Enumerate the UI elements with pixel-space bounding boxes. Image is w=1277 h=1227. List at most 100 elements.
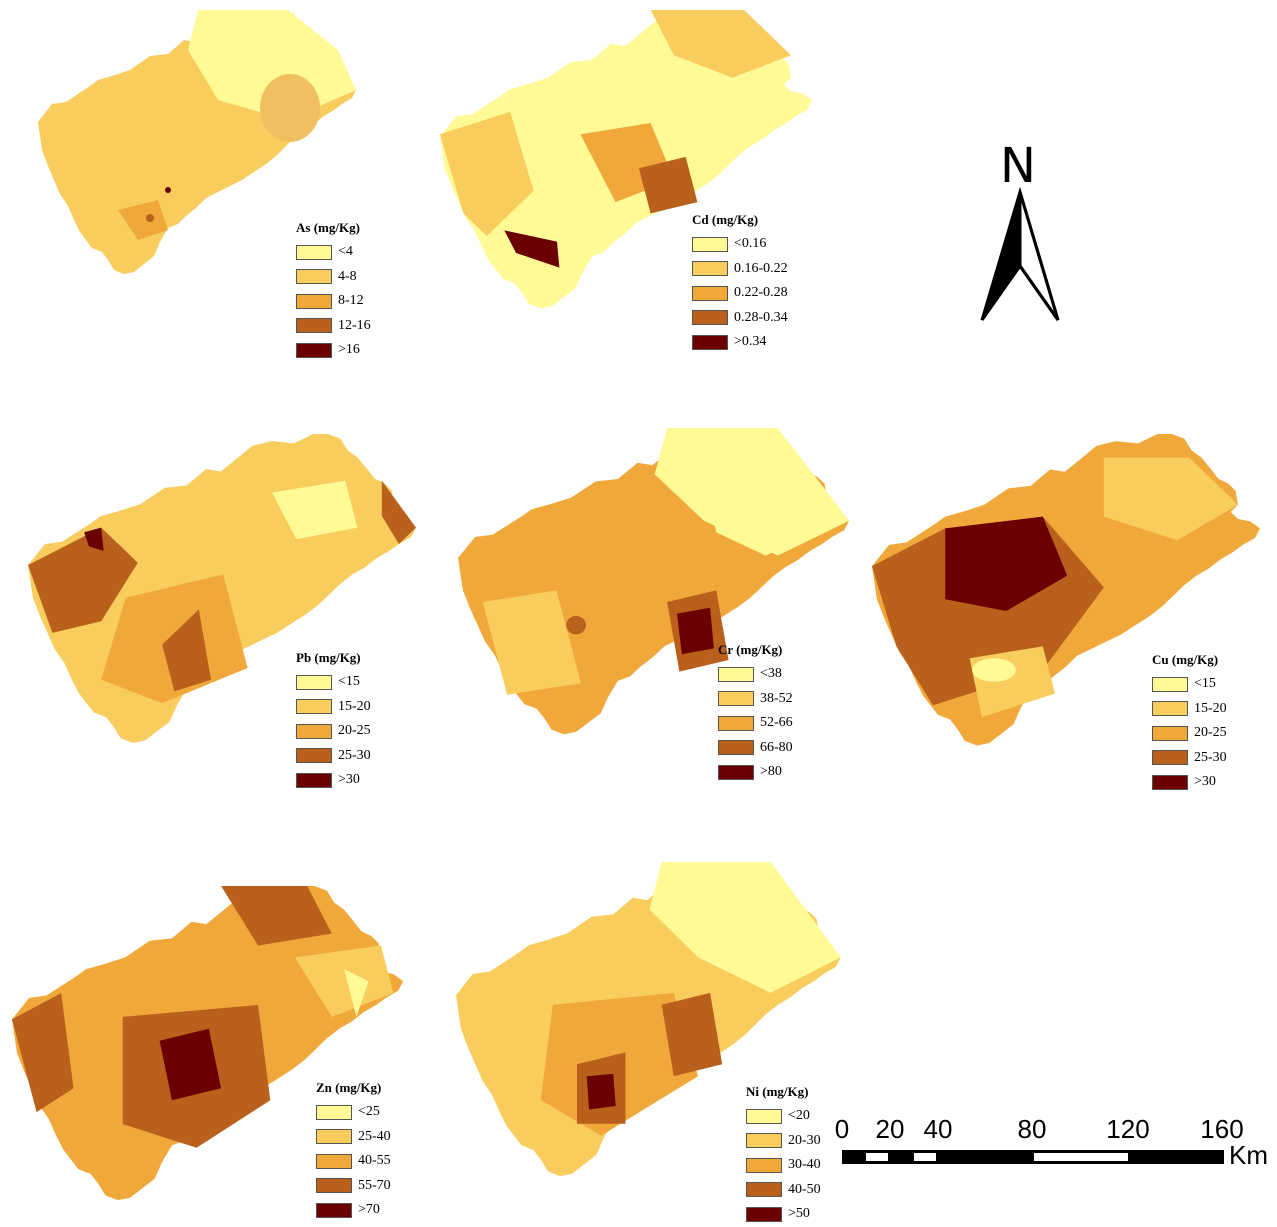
legend-item: >80 <box>718 760 793 785</box>
legend-ni: Ni (mg/Kg) <20 20-30 30-40 40-50 >50 <box>746 1084 821 1227</box>
legend-cu: Cu (mg/Kg) <15 15-20 20-25 25-30 >30 <box>1152 652 1227 795</box>
legend-label: 38-52 <box>760 690 793 706</box>
legend-item: 25-30 <box>1152 746 1227 771</box>
legend-label: 12-16 <box>338 317 371 333</box>
legend-swatch <box>296 723 332 739</box>
legend-swatch <box>746 1108 782 1124</box>
legend-label: 15-20 <box>338 698 371 714</box>
legend-swatch <box>316 1178 352 1194</box>
legend-swatch <box>296 269 332 285</box>
legend-title-cu: Cu (mg/Kg) <box>1152 652 1219 667</box>
legend-item: 40-55 <box>316 1149 391 1174</box>
legend-label: 0.22-0.28 <box>734 285 788 301</box>
legend-swatch <box>1152 750 1188 766</box>
legend-swatch <box>692 334 728 350</box>
legend-swatch <box>746 1157 782 1173</box>
legend-label: <0.16 <box>734 236 767 252</box>
legend-label: 25-30 <box>1194 749 1227 765</box>
panel-pb-map <box>28 434 416 743</box>
scale-tick-20: 20 <box>875 1114 905 1144</box>
legend-item: <15 <box>1152 672 1227 697</box>
legend-title-pb: Pb (mg/Kg) <box>296 650 361 665</box>
legend-swatch <box>718 715 754 731</box>
legend-label: 0.28-0.34 <box>734 309 788 325</box>
legend-item: 30-40 <box>746 1153 821 1178</box>
legend-swatch <box>692 261 728 277</box>
legend-label: 15-20 <box>1194 700 1227 716</box>
legend-label: 25-40 <box>358 1128 391 1144</box>
legend-item: <25 <box>316 1100 391 1125</box>
legend-item: 52-66 <box>718 711 793 736</box>
legend-item: <15 <box>296 670 371 695</box>
legend-label: <38 <box>760 666 782 682</box>
legend-item: 15-20 <box>1152 697 1227 722</box>
legend-item: >0.34 <box>692 330 788 355</box>
legend-label: >70 <box>358 1202 380 1218</box>
legend-swatch <box>718 666 754 682</box>
legend-item: 25-40 <box>316 1125 391 1150</box>
legend-item: >30 <box>296 768 371 793</box>
legend-item: 0.16-0.22 <box>692 257 788 282</box>
legend-swatch <box>296 748 332 764</box>
legend-item: 20-25 <box>296 719 371 744</box>
legend-title-zn: Zn (mg/Kg) <box>316 1080 382 1095</box>
legend-label: >30 <box>1194 774 1216 790</box>
legend-item: 4-8 <box>296 265 371 290</box>
legend-item: 20-30 <box>746 1129 821 1154</box>
legend-title-ni: Ni (mg/Kg) <box>746 1084 809 1099</box>
legend-label: 25-30 <box>338 747 371 763</box>
scale-tick-0: 0 <box>834 1114 850 1144</box>
north-arrow <box>980 186 1060 321</box>
legend-swatch <box>1152 701 1188 717</box>
legend-swatch <box>692 236 728 252</box>
legend-swatch <box>296 244 332 260</box>
legend-swatch <box>718 740 754 756</box>
legend-label: 55-70 <box>358 1177 391 1193</box>
panel-cr-map <box>458 428 850 735</box>
legend-label: <4 <box>338 244 353 260</box>
legend-label: >16 <box>338 342 360 358</box>
legend-item: <0.16 <box>692 232 788 257</box>
legend-cd: Cd (mg/Kg) <0.16 0.16-0.22 0.22-0.28 0.28-0.… <box>692 212 788 355</box>
legend-item: >16 <box>296 338 371 363</box>
legend-label: 20-25 <box>338 723 371 739</box>
legend-item: 12-16 <box>296 314 371 339</box>
legend-label: <25 <box>358 1104 380 1120</box>
legend-item: >30 <box>1152 770 1227 795</box>
legend-swatch <box>1152 676 1188 692</box>
legend-swatch <box>1152 725 1188 741</box>
legend-swatch <box>316 1129 352 1145</box>
legend-cr: Cr (mg/Kg) <38 38-52 52-66 66-80 >80 <box>718 642 793 785</box>
legend-swatch <box>746 1182 782 1198</box>
legend-item: 8-12 <box>296 289 371 314</box>
legend-swatch <box>316 1202 352 1218</box>
legend-swatch <box>316 1153 352 1169</box>
legend-label: 40-55 <box>358 1153 391 1169</box>
legend-swatch <box>296 318 332 334</box>
legend-swatch <box>296 293 332 309</box>
legend-label: <15 <box>338 674 360 690</box>
legend-swatch <box>296 342 332 358</box>
legend-label: <15 <box>1194 676 1216 692</box>
scale-tick-160: 160 <box>1200 1114 1244 1144</box>
legend-item: 55-70 <box>316 1174 391 1199</box>
legend-item: 15-20 <box>296 695 371 720</box>
legend-as: As (mg/Kg) <4 4-8 8-12 12-16 >16 <box>296 220 371 363</box>
legend-swatch <box>316 1104 352 1120</box>
legend-label: >80 <box>760 764 782 780</box>
scale-tick-120: 120 <box>1106 1114 1150 1144</box>
legend-label: <20 <box>788 1108 810 1124</box>
legend-title-cd: Cd (mg/Kg) <box>692 212 759 227</box>
legend-label: 8-12 <box>338 293 364 309</box>
panel-as-map <box>38 10 356 274</box>
legend-swatch <box>718 691 754 707</box>
legend-item: >70 <box>316 1198 391 1223</box>
legend-swatch <box>692 310 728 326</box>
legend-label: 20-30 <box>788 1132 821 1148</box>
legend-label: 40-50 <box>788 1181 821 1197</box>
north-label: N <box>1000 138 1036 194</box>
legend-item: 0.28-0.34 <box>692 306 788 331</box>
legend-item: 66-80 <box>718 736 793 761</box>
legend-title-cr: Cr (mg/Kg) <box>718 642 783 657</box>
